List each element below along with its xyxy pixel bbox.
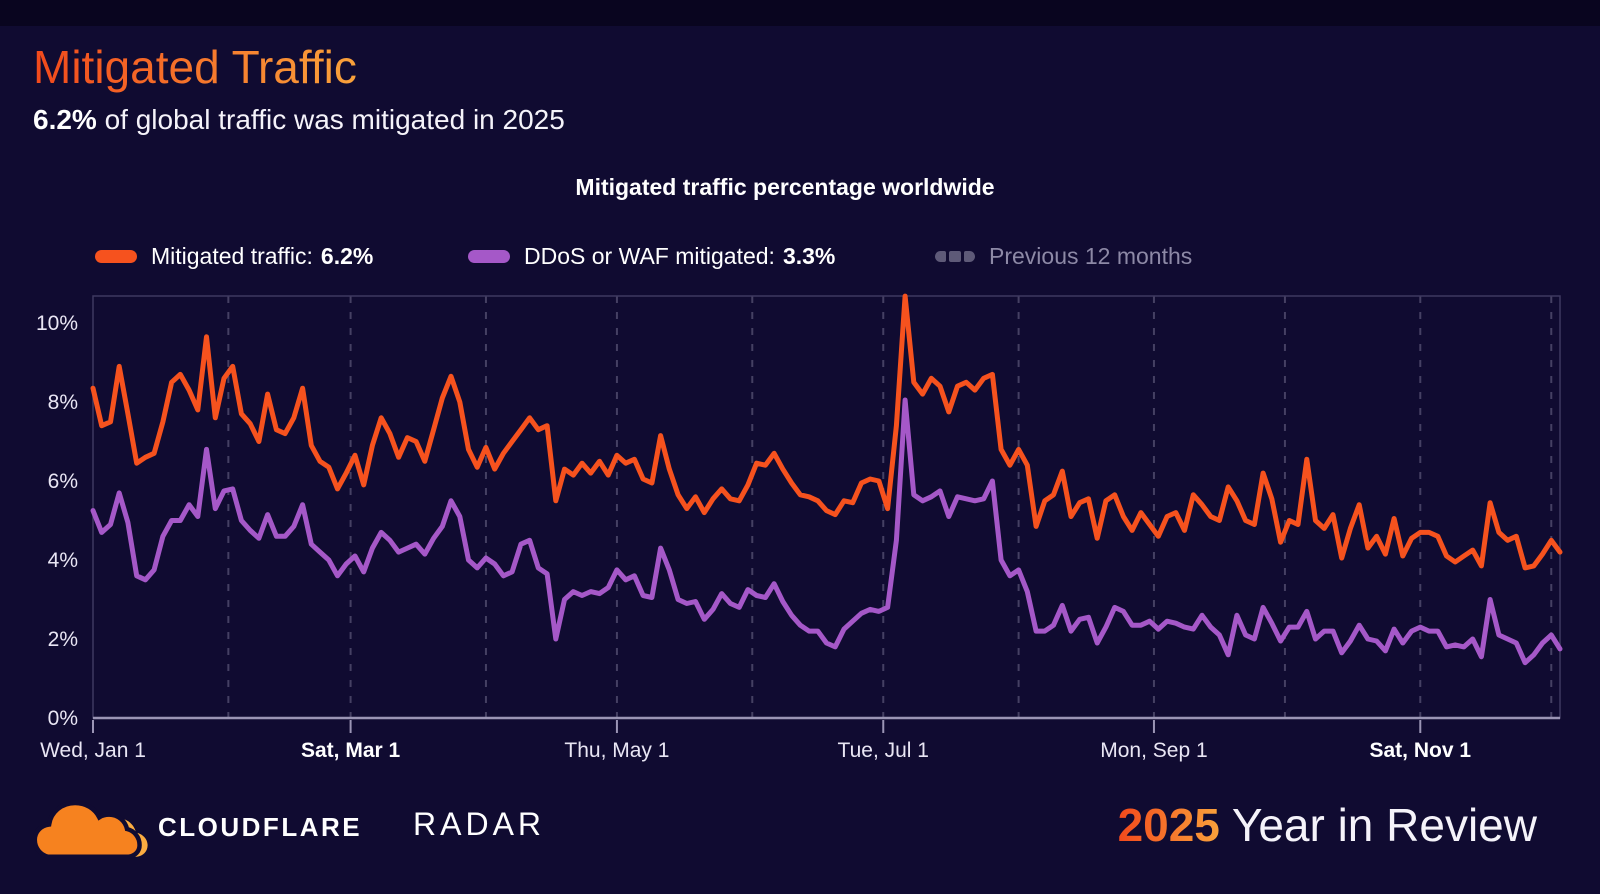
legend-item-previous-12-months[interactable]: Previous 12 months: [935, 240, 1192, 272]
legend-value: 6.2%: [320, 242, 374, 269]
legend-label-ddos-waf: DDoS or WAF mitigated: 3.3%: [524, 243, 835, 270]
x-tick-label: Sat, Mar 1: [301, 739, 401, 762]
y-tick-label: 10%: [36, 312, 78, 335]
y-tick-label: 0%: [48, 707, 78, 730]
top-band: [0, 0, 1600, 26]
legend-item-mitigated-traffic[interactable]: Mitigated traffic: 6.2%: [95, 240, 373, 272]
mitigated-traffic-line: [90, 293, 1563, 571]
chart-legend: Mitigated traffic: 6.2% DDoS or WAF mitig…: [0, 240, 1600, 272]
x-tick-label: Sat, Nov 1: [1370, 739, 1472, 762]
cloudflare-wordmark: CLOUDFLARE: [158, 812, 363, 842]
x-tick-label: Mon, Sep 1: [1100, 739, 1207, 762]
legend-label-mitigated-traffic: Mitigated traffic: 6.2%: [151, 243, 373, 270]
radar-wordmark: RADAR: [413, 806, 546, 842]
y-tick-label: 6%: [48, 470, 78, 493]
x-tick-label: Wed, Jan 1: [40, 739, 146, 762]
year-in-review-label: 2025 Year in Review: [1118, 798, 1537, 852]
page-title: Mitigated Traffic: [33, 41, 357, 93]
x-tick-label: Tue, Jul 1: [838, 739, 929, 762]
legend-label-previous-12-months: Previous 12 months: [989, 242, 1193, 269]
legend-item-ddos-waf[interactable]: DDoS or WAF mitigated: 3.3%: [468, 240, 835, 272]
y-tick-label: 8%: [48, 391, 78, 414]
page-subtitle: 6.2% of global traffic was mitigated in …: [33, 104, 565, 136]
y-tick-label: 2%: [48, 628, 78, 651]
ddos-or-waf-mitigated-line: [90, 397, 1563, 666]
x-tick-label: Thu, May 1: [564, 739, 669, 762]
legend-text: DDoS or WAF mitigated:: [524, 242, 775, 269]
chart-title: Mitigated traffic percentage worldwide: [575, 174, 995, 200]
legend-text: Mitigated traffic:: [151, 242, 313, 269]
legend-swatch-gray-dashes: [935, 250, 975, 262]
legend-swatch-purple: [468, 249, 510, 263]
plot-border: [92, 295, 1561, 719]
cloudflare-logo-icon: [33, 800, 148, 859]
year-in-review-text: Year in Review: [1219, 799, 1537, 851]
y-tick-label: 4%: [48, 549, 78, 572]
subtitle-value: 6.2%: [33, 104, 97, 135]
legend-swatch-orange: [95, 249, 137, 263]
year-value: 2025: [1117, 799, 1220, 851]
legend-value: 3.3%: [782, 242, 836, 269]
subtitle-text: of global traffic was mitigated in 2025: [96, 104, 565, 135]
